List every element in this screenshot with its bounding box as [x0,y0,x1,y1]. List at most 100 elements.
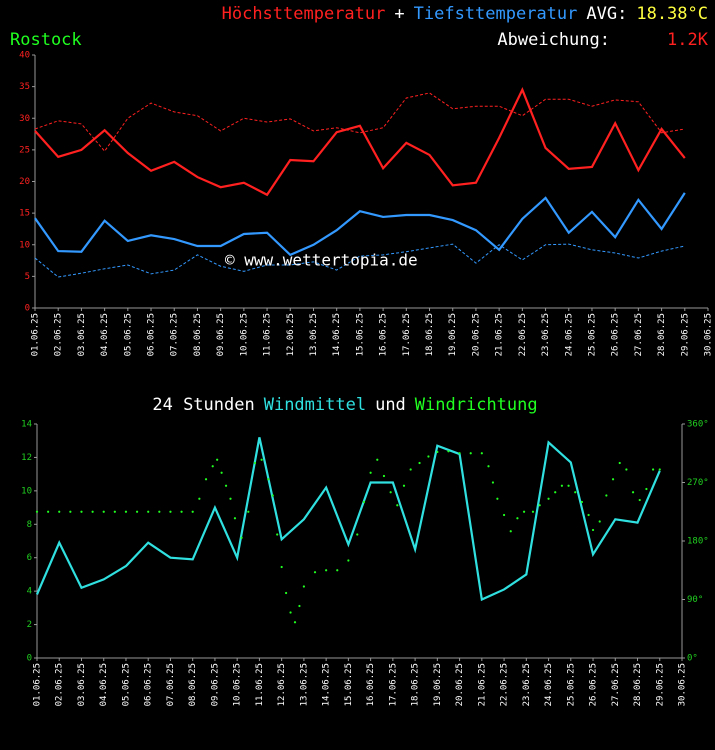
x-tick-label: 12.06.25 [277,663,287,706]
direction-dot [396,504,399,507]
x-tick-label: 29.06.25 [655,663,665,706]
location: Rostock [10,30,82,50]
data-line [34,192,686,257]
direction-dot [216,458,219,461]
direction-dot [618,461,621,465]
direction-dot [587,513,590,517]
direction-dot [382,474,386,478]
deviation: 1.2K [667,30,709,50]
direction-dot [496,497,499,500]
direction-dot [313,571,317,574]
direction-dot [418,461,421,465]
direction-dot [302,585,305,588]
direction-dot [247,510,250,513]
y-tick-label: 6 [27,553,32,563]
x-tick-label: 22.06.25 [500,663,510,706]
y-tick-label: 4 [27,587,32,597]
direction-dot [113,510,116,513]
x-tick-label: 20.06.25 [471,313,481,356]
direction-dot [58,510,61,513]
x-tick-label: 17.06.25 [388,663,398,706]
direction-dot [502,513,506,517]
direction-dot [402,484,406,487]
y-tick-label: 2 [27,620,32,630]
x-tick-label: 21.06.25 [477,663,487,706]
x-tick-label: 27.06.25 [611,663,621,706]
x-tick-label: 24.06.25 [544,663,554,706]
x-tick-label: 18.06.25 [411,663,421,706]
direction-dot [135,510,139,513]
y2-tick-label: 0° [687,654,698,664]
direction-dot [260,458,263,461]
direction-dot [47,510,50,513]
x-tick-label: 01.06.25 [33,663,43,706]
x-tick-label: 22.06.25 [518,313,528,356]
direction-dot [280,565,283,569]
x-tick-label: 19.06.25 [433,663,443,706]
chart-title: Höchsttemperatur + Tiefsttemperatur AVG: 18.… [222,4,708,24]
direction-dot [169,510,172,513]
x-tick-label: 30.06.25 [678,663,688,706]
x-tick-label: 04.06.25 [100,313,110,356]
direction-dot [491,481,495,484]
direction-dot [369,471,372,474]
direction-dot [80,510,83,513]
x-tick-label: 12.06.25 [286,313,296,356]
x-tick-label: 08.06.25 [193,313,203,356]
title-segment: Windmittel [264,395,366,415]
direction-dot [376,458,379,461]
direction-dot [229,497,232,500]
direction-dot [158,510,161,513]
y-tick-label: 14 [21,420,32,430]
x-tick-label: 11.06.25 [263,313,273,356]
x-tick-label: 02.06.25 [55,663,65,706]
y-tick-label: 10 [21,486,32,496]
direction-dot [409,468,412,471]
x-tick-label: 04.06.25 [99,663,109,706]
y-tick-label: 15 [19,209,30,219]
x-tick-label: 09.06.25 [210,663,220,706]
direction-dot [198,497,201,500]
direction-dot [480,452,483,455]
x-tick-label: 16.06.25 [366,663,376,706]
direction-dot [298,604,301,608]
direction-dot [522,510,526,513]
direction-dot [276,533,279,536]
direction-dot [598,520,601,523]
title-segment: Tiefsttemperatur [414,4,578,24]
direction-dot [638,498,641,502]
direction-dot [458,452,461,455]
title-segment: + [394,4,404,24]
x-tick-label: 15.06.25 [355,313,365,356]
x-tick-label: 17.06.25 [402,313,412,356]
direction-dot [651,468,655,471]
direction-dot [427,455,430,458]
direction-dot [625,468,628,471]
direction-dot [224,484,228,487]
direction-dot [191,510,194,513]
direction-dot [285,591,288,595]
chart-title: 24 Stunden Windmittel und Windrichtung [152,395,537,415]
direction-dot [91,510,94,513]
x-tick-label: 13.06.25 [299,663,309,706]
direction-dot [591,528,595,532]
direction-dot [35,510,39,513]
title-segment: 24 Stunden [152,395,254,415]
data-line [35,437,661,602]
y2-tick-label: 360° [687,420,709,430]
x-tick-label: 24.06.25 [564,313,574,356]
reference-line [34,243,685,278]
x-tick-label: 06.06.25 [144,663,154,706]
title-segment: Windrichtung [415,395,538,415]
x-tick-label: 21.06.25 [495,313,505,356]
x-tick-label: 25.06.25 [566,663,576,706]
x-tick-label: 02.06.25 [54,313,64,356]
x-tick-label: 14.06.25 [322,663,332,706]
direction-dot [447,450,450,453]
x-tick-label: 10.06.25 [233,663,243,706]
y-tick-label: 20 [19,177,30,187]
y-tick-label: 0 [25,304,30,314]
direction-dot [233,517,237,520]
x-tick-label: 20.06.25 [455,663,465,706]
